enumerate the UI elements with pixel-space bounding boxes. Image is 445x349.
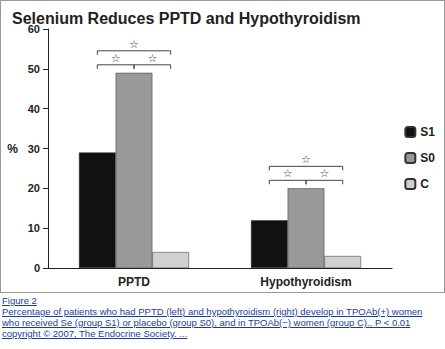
svg-text:30: 30 (28, 143, 40, 155)
svg-text:S1: S1 (420, 125, 435, 139)
svg-text:Selenium Reduces PPTD and Hypo: Selenium Reduces PPTD and Hypothyroidism (12, 10, 361, 27)
svg-text:☆: ☆ (301, 153, 311, 166)
svg-text:☆: ☆ (111, 52, 121, 65)
svg-text:C: C (420, 177, 429, 191)
svg-text:☆: ☆ (319, 167, 329, 180)
svg-text:20: 20 (28, 182, 40, 194)
svg-text:Hypothyroidism: Hypothyroidism (260, 275, 351, 289)
svg-text:☆: ☆ (129, 38, 139, 51)
svg-text:60: 60 (27, 23, 40, 35)
svg-text:PPTD: PPTD (118, 275, 150, 289)
html-text:Percentage of patients who had: Percentage of patients who had PPTD (lef… (2, 306, 423, 339)
svg-text:10: 10 (28, 222, 40, 234)
svg-text:50: 50 (28, 63, 40, 75)
svg-text:0: 0 (34, 262, 40, 274)
svg-text:☆: ☆ (147, 52, 157, 65)
svg-text:%: % (7, 142, 18, 156)
svg-text:S0: S0 (420, 151, 435, 165)
svg-text:☆: ☆ (283, 167, 293, 180)
html-text:Figure 2: Figure 2 (2, 295, 37, 306)
svg-text:40: 40 (28, 103, 40, 115)
